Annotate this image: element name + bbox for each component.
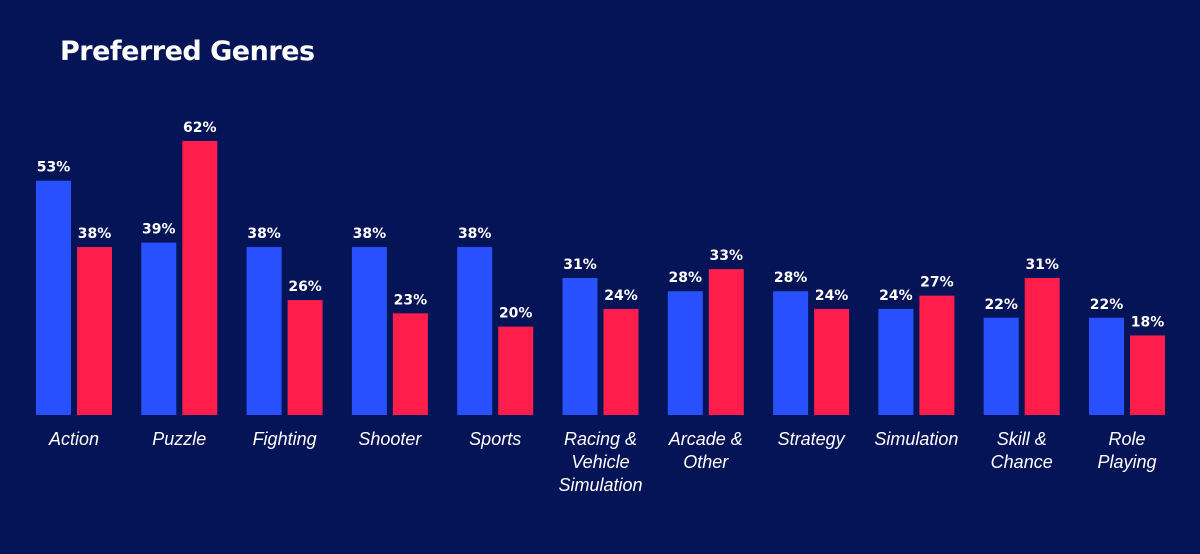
bar-series2-0 bbox=[77, 247, 112, 415]
bar-group-6: 28% 33% Arcade & Other bbox=[668, 248, 744, 472]
value-label-series1-0: 53% bbox=[37, 160, 71, 176]
value-label-series1-10: 22% bbox=[1090, 297, 1124, 313]
category-label-0: Action bbox=[48, 429, 99, 449]
bar-series1-3 bbox=[351, 247, 387, 415]
value-label-series2-1: 62% bbox=[183, 120, 217, 136]
value-label-series1-5: 31% bbox=[563, 257, 597, 273]
chart-title: Preferred Genres bbox=[60, 36, 315, 67]
value-label-series1-4: 38% bbox=[458, 226, 492, 242]
bar-series1-10 bbox=[1089, 317, 1124, 415]
bar-group-10: 22% 18% Role Playing bbox=[1089, 297, 1165, 472]
bar-series1-9 bbox=[983, 317, 1019, 415]
value-label-series1-6: 28% bbox=[669, 270, 703, 286]
bar-group-0: 53% 38% Action bbox=[36, 160, 112, 449]
value-label-series2-7: 24% bbox=[815, 288, 849, 304]
bar-series1-0 bbox=[36, 180, 71, 415]
category-label-10: Role Playing bbox=[1097, 429, 1156, 472]
value-label-series1-1: 39% bbox=[142, 222, 176, 238]
value-label-series2-2: 26% bbox=[288, 279, 322, 295]
bar-series2-7 bbox=[814, 308, 850, 415]
bar-series2-8 bbox=[919, 295, 955, 415]
bar-group-7: 28% 24% Strategy bbox=[773, 270, 850, 449]
bar-group-9: 22% 31% Skill & Chance bbox=[983, 257, 1060, 472]
value-label-series2-8: 27% bbox=[920, 275, 954, 291]
category-label-5: Racing & Vehicle Simulation bbox=[558, 429, 642, 495]
value-label-series1-2: 38% bbox=[247, 226, 281, 242]
category-label-9: Skill & Chance bbox=[991, 429, 1053, 472]
value-label-series2-5: 24% bbox=[604, 288, 638, 304]
category-label-8: Simulation bbox=[874, 429, 958, 449]
bar-series1-8 bbox=[878, 308, 914, 415]
bar-group-4: 38% 20% Sports bbox=[457, 226, 534, 449]
bar-series2-6 bbox=[708, 269, 744, 415]
bar-group-2: 38% 26% Fighting bbox=[246, 226, 323, 449]
value-label-series2-0: 38% bbox=[78, 226, 112, 242]
bar-series1-2 bbox=[246, 247, 282, 415]
bar-series2-10 bbox=[1130, 335, 1165, 415]
value-label-series2-6: 33% bbox=[710, 248, 744, 264]
category-label-7: Strategy bbox=[778, 429, 846, 449]
value-label-series2-4: 20% bbox=[499, 306, 533, 322]
bar-group-5: 31% 24% Racing & Vehicle Simulation bbox=[558, 257, 642, 495]
value-label-series2-3: 23% bbox=[394, 292, 428, 308]
bar-series2-1 bbox=[182, 140, 218, 415]
value-label-series2-10: 18% bbox=[1131, 314, 1165, 330]
bar-group-3: 38% 23% Shooter bbox=[351, 226, 428, 449]
bar-series1-4 bbox=[457, 247, 493, 415]
value-label-series1-7: 28% bbox=[774, 270, 808, 286]
bar-series1-6 bbox=[667, 291, 703, 415]
category-label-2: Fighting bbox=[253, 429, 317, 449]
bar-group-8: 24% 27% Simulation bbox=[874, 275, 958, 449]
bar-series1-1 bbox=[141, 242, 177, 415]
category-label-6: Arcade & Other bbox=[668, 429, 743, 472]
bar-series2-3 bbox=[392, 313, 428, 415]
value-label-series1-3: 38% bbox=[353, 226, 387, 242]
bar-series1-5 bbox=[562, 277, 598, 415]
bar-series2-5 bbox=[603, 308, 639, 415]
bar-series1-7 bbox=[773, 291, 809, 415]
category-label-3: Shooter bbox=[358, 429, 422, 449]
category-label-4: Sports bbox=[469, 429, 521, 449]
bar-series2-9 bbox=[1024, 277, 1060, 415]
value-label-series2-9: 31% bbox=[1025, 257, 1059, 273]
value-label-series1-9: 22% bbox=[984, 297, 1018, 313]
category-label-1: Puzzle bbox=[152, 429, 206, 449]
bar-group-1: 39% 62% Puzzle bbox=[141, 120, 218, 449]
bar-series2-2 bbox=[287, 300, 323, 415]
bar-series2-4 bbox=[498, 326, 534, 415]
value-label-series1-8: 24% bbox=[879, 288, 913, 304]
